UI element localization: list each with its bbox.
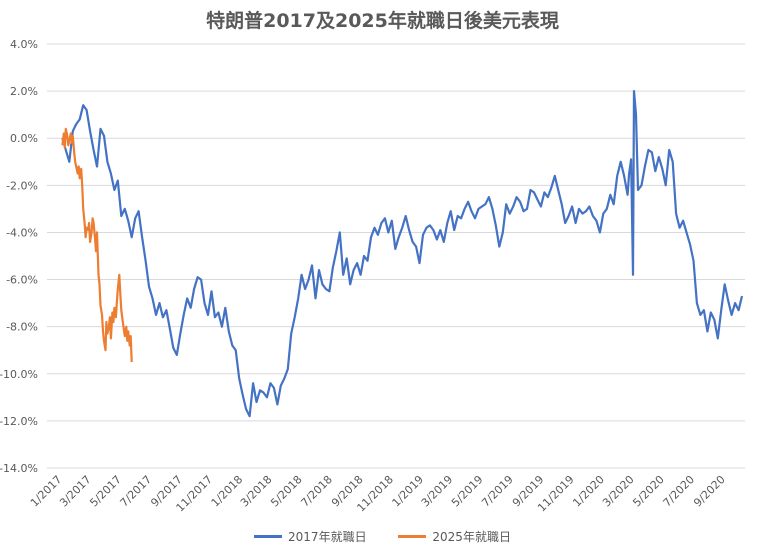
x-tick-label: 5/2018 [268,473,305,510]
y-tick-label: -4.0% [6,226,38,239]
legend-item-2017: 2017年就職日 [254,528,367,545]
x-tick-label: 7/2018 [298,473,335,510]
legend-label-2025: 2025年就職日 [432,530,511,544]
x-tick-label: 3/2017 [57,473,94,510]
y-tick-label: 0.0% [10,132,38,145]
x-tick-label: 7/2020 [661,473,698,510]
x-tick-label: 5/2019 [449,473,486,510]
y-tick-label: 2.0% [10,85,38,98]
x-tick-label: 1/2017 [28,473,65,510]
y-tick-label: -2.0% [6,179,38,192]
chart-title: 特朗普2017及2025年就職日後美元表現 [206,10,559,32]
y-tick-label: -12.0% [0,415,38,428]
legend-label-2017: 2017年就職日 [288,530,367,544]
x-tick-label: 3/2018 [238,473,275,510]
legend-item-2025: 2025年就職日 [398,528,511,545]
y-tick-label: -6.0% [6,274,38,287]
x-tick-label: 5/2020 [630,473,667,510]
x-tick-label: 9/2020 [691,473,728,510]
y-tick-label: 4.0% [10,38,38,51]
x-tick-label: 3/2019 [419,473,456,510]
x-tick-label: 7/2017 [118,473,155,510]
y-tick-label: -14.0% [0,462,38,475]
series-line-2017 [61,89,744,418]
y-tick-label: -8.0% [6,321,38,334]
chart-legend: 2017年就職日 2025年就職日 [0,527,765,545]
x-tick-label: 1/2019 [390,473,427,510]
x-tick-label: 7/2019 [479,473,516,510]
x-tick-label: 3/2020 [600,473,637,510]
series-line-2025 [61,127,133,363]
x-tick-label: 1/2020 [570,473,607,510]
legend-swatch-2017 [254,535,283,538]
x-tick-label: 5/2017 [87,473,124,510]
y-tick-label: -10.0% [0,368,38,381]
x-tick-label: 1/2018 [209,473,246,510]
legend-swatch-2025 [398,535,427,538]
